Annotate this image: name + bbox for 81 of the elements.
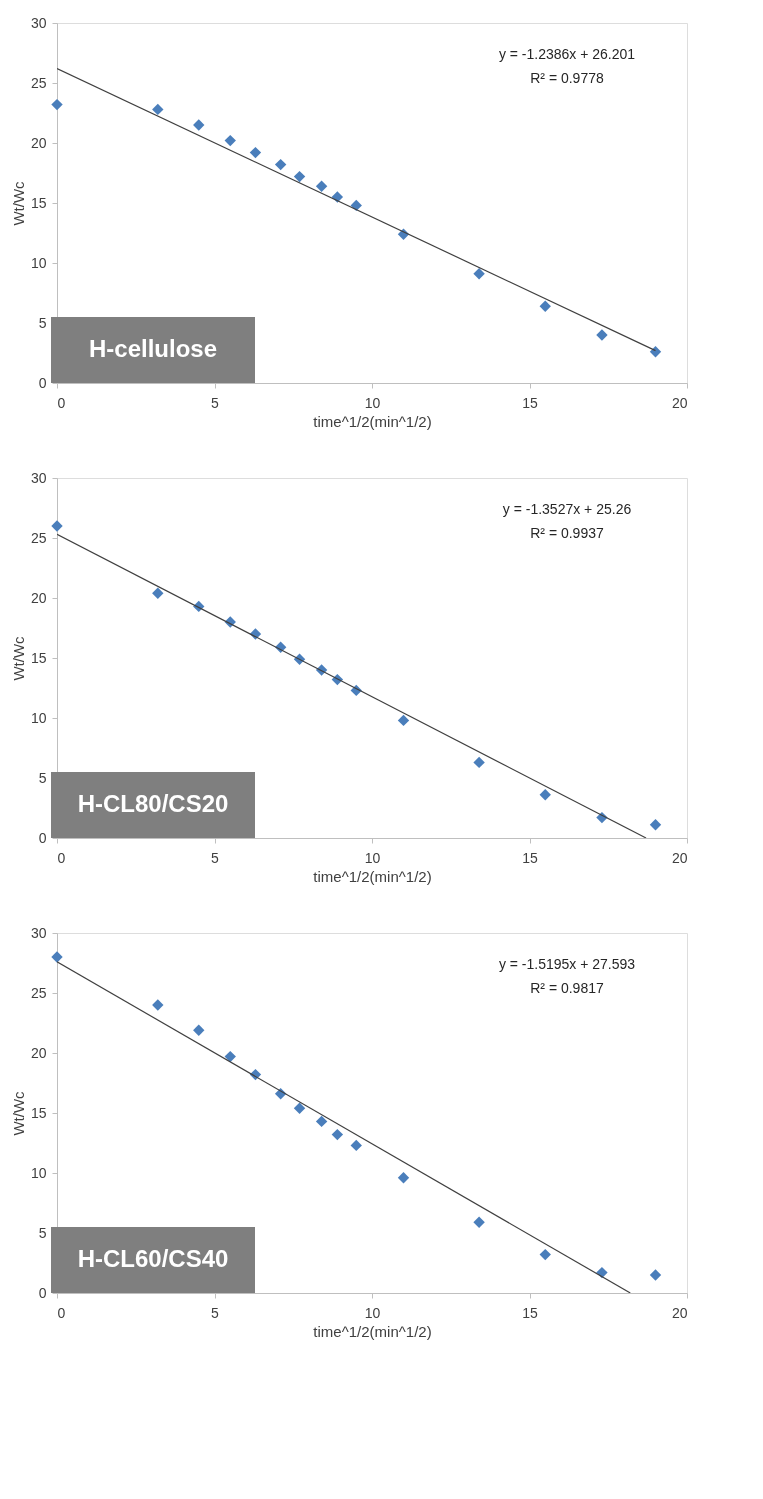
point (315, 1115, 328, 1128)
y-tick-label: 25 (30, 74, 47, 91)
x-axis-title: time^1/2(min^1/2) (313, 867, 432, 885)
annotation: H-CL80/CS20 (77, 790, 229, 817)
point (224, 1050, 236, 1063)
point (473, 756, 485, 769)
point (539, 300, 551, 312)
y-tick-label: 10 (30, 254, 47, 271)
x-tick-label: 15 (522, 1304, 538, 1321)
annotation: y = -1.3527x + 25.26 (502, 501, 632, 517)
x-tick-label: 10 (364, 849, 381, 866)
point (249, 146, 262, 159)
point (649, 1269, 662, 1281)
x-axis-title: time^1/2(min^1/2) (313, 412, 432, 430)
point (473, 1216, 485, 1228)
y-tick-label: 25 (30, 984, 47, 1001)
y-tick-label: 15 (30, 194, 47, 211)
point (596, 329, 608, 341)
x-tick-label: 20 (671, 394, 688, 411)
y-tick-label: 20 (30, 134, 47, 151)
y-tick-label: 5 (38, 314, 47, 331)
point (473, 268, 485, 280)
y-tick-label: 0 (38, 1284, 47, 1301)
point (51, 98, 63, 111)
y-tick-label: 30 (30, 469, 47, 486)
y-tick-label: 10 (30, 1164, 47, 1181)
x-tick-label: 0 (57, 1304, 66, 1321)
y-tick-label: 5 (38, 769, 47, 786)
point (397, 714, 410, 727)
point (274, 158, 287, 171)
y-tick-label: 10 (30, 709, 47, 726)
point (193, 1024, 205, 1036)
annotation: y = -1.5195x + 27.593 (498, 956, 636, 972)
annotation: H-cellulose (88, 335, 218, 362)
point (51, 951, 63, 963)
x-tick-label: 5 (211, 1304, 220, 1321)
x-tick-label: 10 (364, 394, 381, 411)
point (397, 1172, 410, 1184)
point (51, 520, 63, 532)
point (152, 103, 164, 116)
point (649, 819, 662, 831)
x-axis-title: time^1/2(min^1/2) (313, 1322, 432, 1340)
point (293, 170, 306, 183)
point (224, 134, 236, 147)
point (152, 587, 164, 599)
x-tick-label: 0 (57, 394, 66, 411)
point (350, 199, 362, 212)
x-tick-label: 15 (522, 849, 538, 866)
y-tick-label: 5 (38, 1224, 47, 1241)
point (152, 999, 164, 1011)
point (539, 1248, 551, 1261)
x-tick-label: 10 (364, 1304, 381, 1321)
x-tick-label: 20 (671, 849, 688, 866)
y-tick-label: 25 (30, 529, 47, 546)
point (315, 180, 328, 192)
point (293, 1102, 306, 1114)
y-tick-label: 0 (38, 374, 47, 391)
y-tick-label: 0 (38, 829, 47, 846)
x-tick-label: 0 (57, 849, 66, 866)
y-tick-label: 15 (30, 649, 47, 666)
x-tick-label: 5 (211, 849, 220, 866)
y-tick-label: 15 (30, 1104, 47, 1121)
x-tick-label: 20 (671, 1304, 688, 1321)
y-tick-label: 20 (30, 1044, 47, 1061)
y-tick-label: 20 (30, 589, 47, 606)
annotation: R² = 0.9817 (530, 980, 604, 996)
x-tick-label: 5 (211, 394, 220, 411)
annotation: R² = 0.9778 (530, 70, 604, 86)
annotation: y = -1.2386x + 26.201 (498, 46, 636, 62)
y-axis-title: Wt/Wc (9, 635, 27, 681)
x-tick-label: 15 (522, 394, 538, 411)
point (331, 1128, 344, 1141)
y-axis-title: Wt/Wc (9, 180, 27, 226)
y-tick-label: 30 (30, 14, 47, 31)
annotation: H-CL60/CS40 (77, 1245, 229, 1272)
y-tick-label: 30 (30, 924, 47, 941)
annotation: R² = 0.9937 (530, 525, 604, 541)
point (539, 789, 551, 801)
y-axis-title: Wt/Wc (9, 1090, 27, 1136)
point (193, 119, 205, 131)
point (350, 1139, 362, 1152)
